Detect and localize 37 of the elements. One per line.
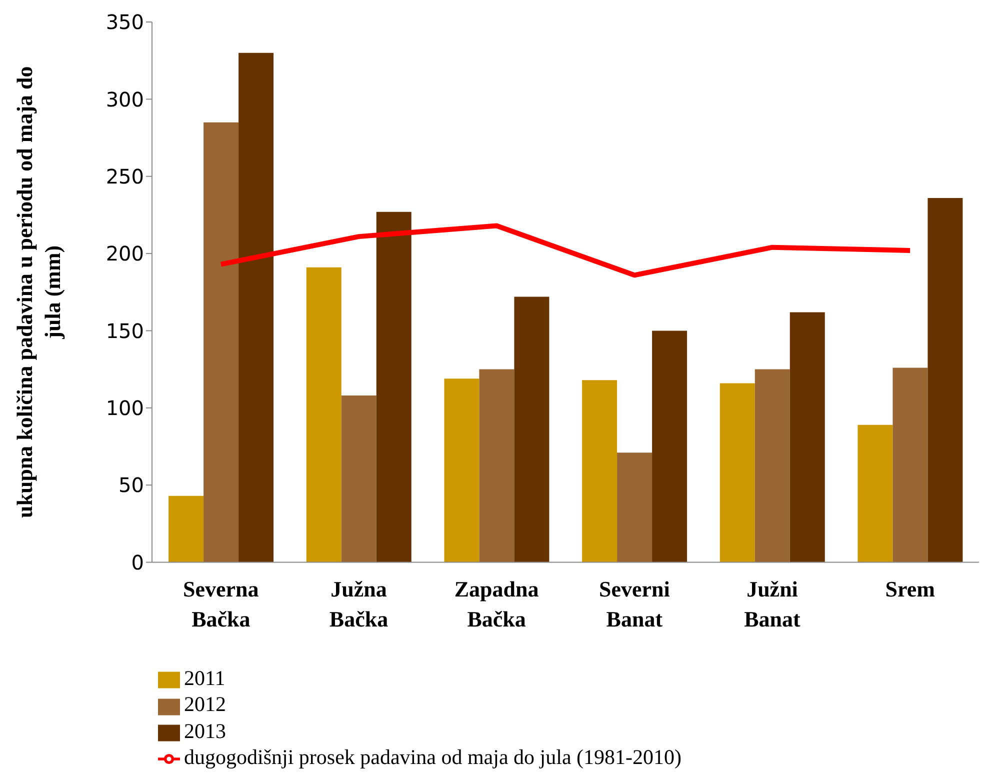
x-tick-label: Srem <box>885 576 935 602</box>
bar <box>790 312 825 562</box>
y-tick-label: 300 <box>106 87 144 112</box>
y-tick-label: 150 <box>106 318 144 343</box>
bar <box>720 383 755 562</box>
bar <box>582 380 618 562</box>
bar <box>238 52 274 562</box>
legend-label: 2011 <box>184 666 226 690</box>
bar <box>617 452 652 562</box>
y-tick-label: 0 <box>131 550 144 574</box>
legend-label: 2012 <box>184 692 226 716</box>
y-tick-label: 100 <box>106 396 144 420</box>
bar <box>892 368 928 562</box>
bar <box>858 424 893 562</box>
x-tick-label: Severni Banat <box>598 576 670 632</box>
x-tick-label: Severna Bačka <box>183 576 259 632</box>
bar <box>479 369 514 562</box>
legend-label: 2013 <box>184 718 226 743</box>
legend-label: dugogodišnji prosek padavina od maja do jula (1981-2010) <box>184 744 682 769</box>
y-tick-label: 350 <box>106 10 144 34</box>
bar <box>928 198 963 562</box>
y-tick-label: 200 <box>106 242 144 266</box>
bar <box>444 378 480 562</box>
bar <box>341 396 376 562</box>
bar <box>204 122 239 562</box>
bar <box>376 212 412 562</box>
x-tick-label: Zapadna Bačka <box>454 576 539 632</box>
y-tick-label: 50 <box>118 473 144 498</box>
y-axis-title: ukupna količina padavina u periodu od maja do jula (mm) <box>12 66 65 518</box>
bar <box>168 496 204 562</box>
bar <box>652 330 688 562</box>
bar <box>306 267 342 562</box>
bar <box>754 369 790 562</box>
bar <box>514 296 550 562</box>
y-tick-label: 250 <box>106 164 144 188</box>
x-tick-label: Južna Bačka <box>329 576 388 632</box>
x-tick-label: Južni Banat <box>744 576 802 632</box>
